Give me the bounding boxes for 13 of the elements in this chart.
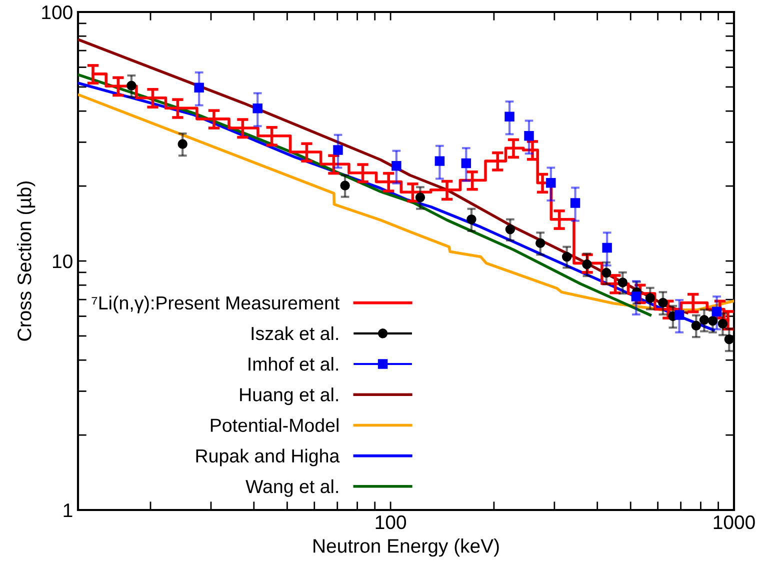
x-axis-title: Neutron Energy (keV) (314, 538, 499, 557)
legend-label: Imhof et al. (248, 356, 338, 371)
legend-label: ⁷Li(n,γ):Present Measurement (92, 296, 340, 314)
legend-label: Wang et al. (246, 479, 338, 497)
y-axis-title: Cross Section (µb) (17, 182, 36, 341)
legend-label: Huang et al. (240, 388, 338, 406)
y-tick-label: 100 (42, 5, 72, 20)
legend-label: Rupak and Higha (196, 448, 340, 466)
legend-label: Iszak et al. (252, 326, 338, 340)
y-tick-label: 10 (52, 254, 72, 268)
legend-label: Potential-Model (210, 418, 338, 432)
y-tick-label: 1 (64, 504, 72, 518)
x-tick-label: 1000 (714, 515, 755, 530)
